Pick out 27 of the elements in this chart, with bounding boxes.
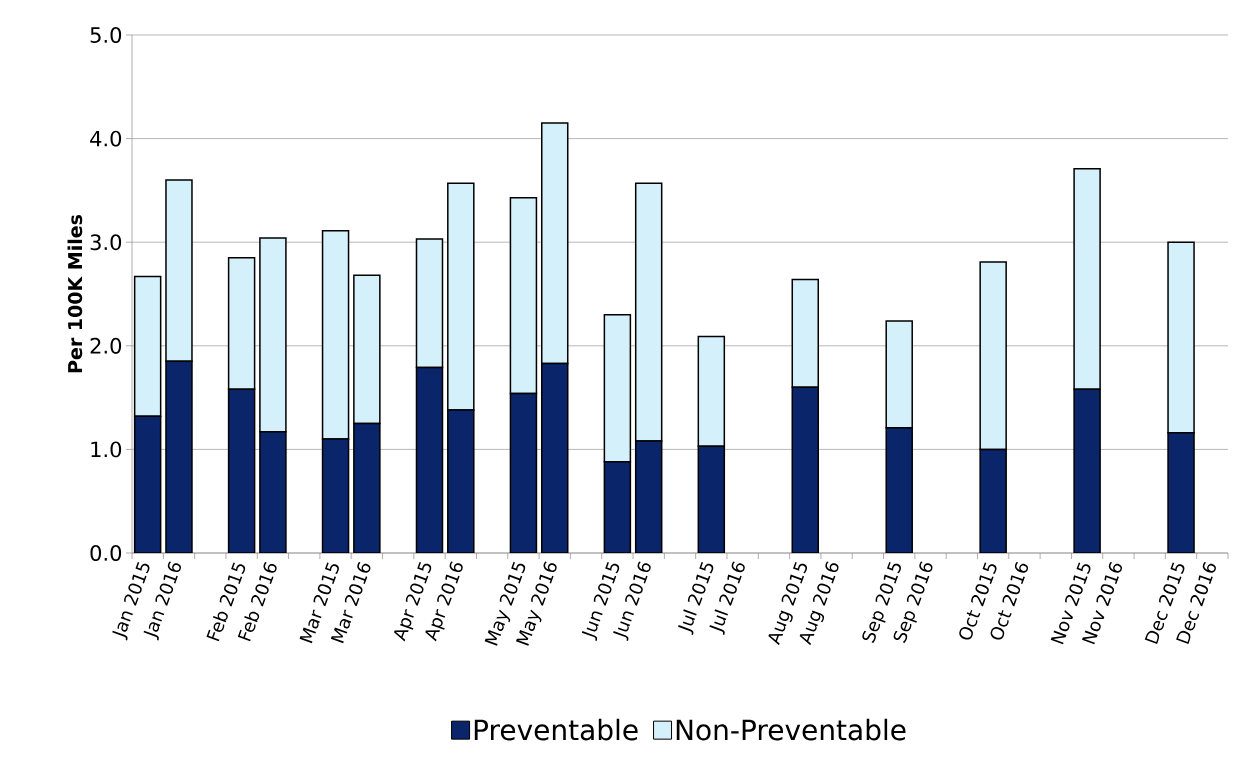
y-tick-label: 2.0	[90, 337, 122, 354]
y-tick-label: 0.0	[90, 545, 122, 561]
y-tick-label: 5.0	[90, 27, 122, 43]
bar	[353, 422, 381, 553]
bar	[447, 409, 475, 553]
bar	[259, 431, 287, 553]
bar	[791, 386, 820, 553]
bar	[541, 362, 569, 553]
bar	[885, 426, 913, 553]
bar	[1167, 432, 1195, 553]
bar	[603, 461, 632, 553]
bar	[697, 445, 726, 553]
bar	[133, 415, 162, 553]
bar	[634, 440, 663, 553]
legend-label: Non-Preventable	[676, 718, 906, 741]
bar	[1073, 388, 1101, 553]
bar	[165, 360, 193, 553]
y-tick-label: 3.0	[90, 234, 122, 251]
bar	[321, 438, 350, 553]
bar	[415, 366, 444, 553]
bar	[979, 448, 1007, 553]
y-tick-label: 4.0	[90, 130, 122, 147]
y-tick-label: 1.0	[91, 441, 122, 458]
bar	[509, 392, 538, 553]
bar	[227, 388, 256, 553]
legend-label: Preventable	[474, 718, 638, 741]
y-axis-title: Per 100K Miles	[67, 214, 83, 373]
